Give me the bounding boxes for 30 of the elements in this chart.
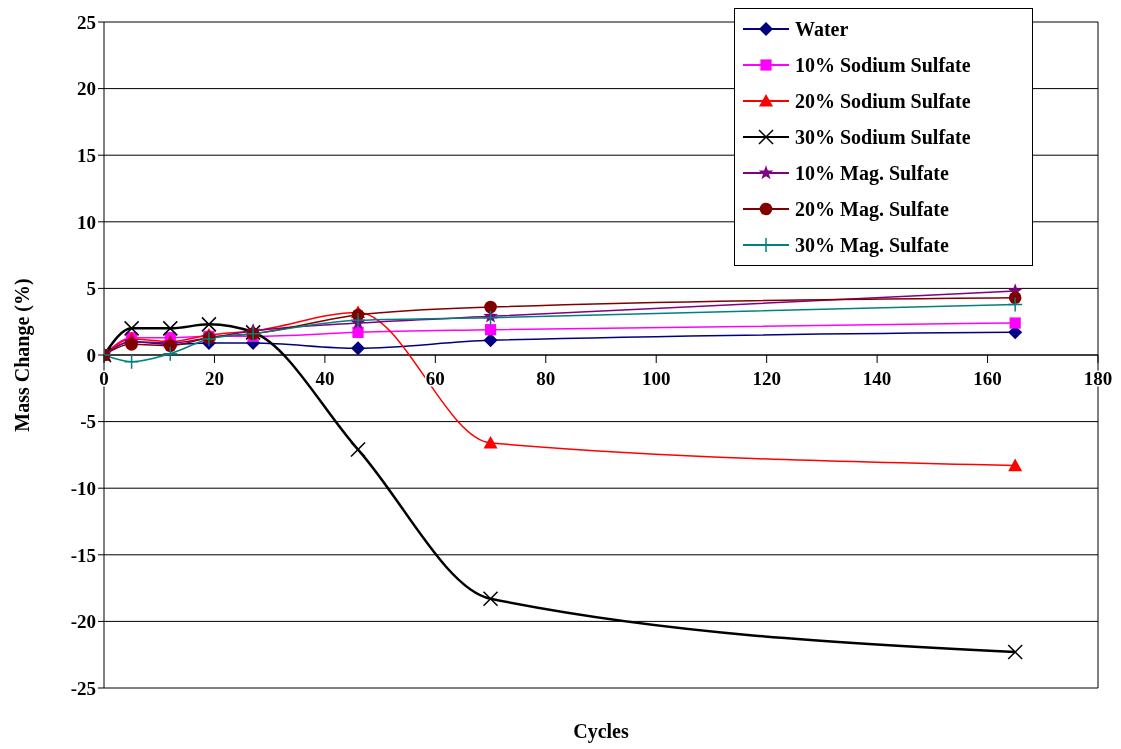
x-tick-label: 120 [752,368,781,389]
legend-label: 10% Mag. Sulfate [795,161,949,185]
x-tick-label: 20 [204,368,224,389]
legend-label: 30% Mag. Sulfate [795,233,949,257]
y-tick-label: -20 [70,611,96,633]
x-tick-label: 160 [973,368,1002,389]
y-tick-label: -15 [70,544,96,566]
x-tick-label: 140 [862,368,892,389]
y-tick-label: 25 [77,11,96,33]
y-tick-label: 15 [77,144,96,166]
x-tick-label: 40 [315,368,335,389]
y-tick-label: 20 [77,78,96,100]
x-tick-label: 0 [99,368,109,389]
y-tick-label: 10 [77,211,96,233]
x-tick-label: 80 [536,368,556,389]
x-tick-label: 60 [425,368,445,389]
legend-label: 30% Sodium Sulfate [795,125,971,149]
y-tick-label: -5 [80,411,96,433]
y-tick-label: -10 [70,477,96,499]
legend-label: Water [795,17,849,41]
legend-label: 20% Mag. Sulfate [795,197,949,221]
legend-label: 20% Sodium Sulfate [795,89,971,113]
x-tick-label: 180 [1083,368,1113,389]
x-axis-title: Cycles [573,720,629,743]
y-tick-label: 5 [86,278,96,300]
legend-label: 10% Sodium Sulfate [795,53,971,77]
y-tick-label: 0 [86,344,96,366]
x-tick-label: 100 [641,368,671,389]
y-axis-title: Mass Change (%) [11,278,35,432]
y-tick-label: -25 [70,677,96,699]
